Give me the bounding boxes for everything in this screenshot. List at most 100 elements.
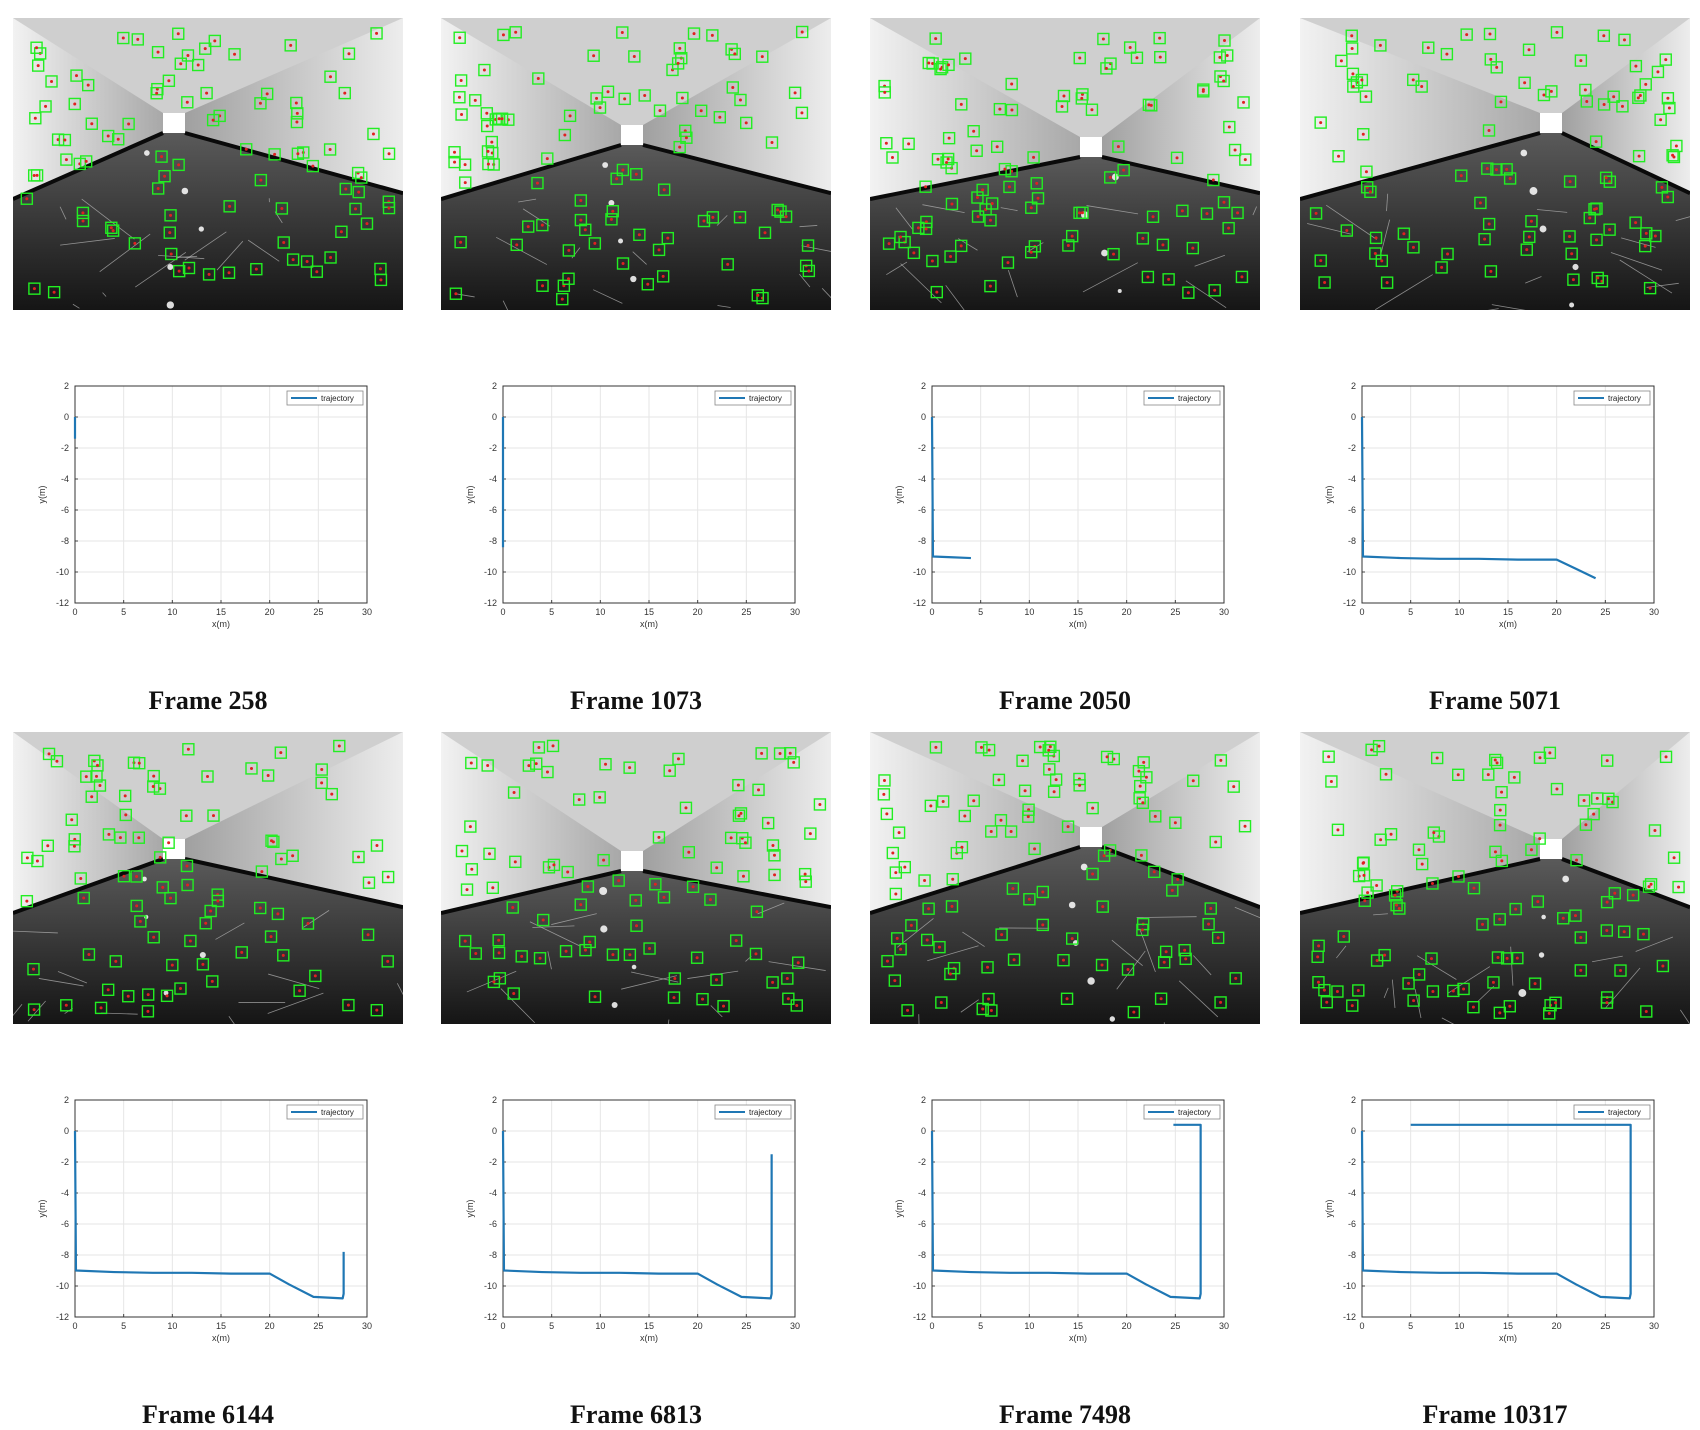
- y-tick-label: -6: [1348, 505, 1356, 515]
- light-reflection: [612, 1002, 618, 1008]
- corridor-image: [870, 18, 1260, 310]
- legend: trajectory: [1574, 391, 1650, 405]
- x-tick-label: 30: [362, 1321, 372, 1331]
- x-tick-label: 10: [1454, 607, 1464, 617]
- y-tick-label: -8: [489, 536, 497, 546]
- x-axis-label: x(m): [1069, 1333, 1087, 1343]
- trajectory-line: [75, 1131, 344, 1298]
- y-axis-label: y(m): [465, 1200, 475, 1218]
- x-tick-label: 0: [929, 607, 934, 617]
- y-tick-label: -4: [918, 1188, 926, 1198]
- y-tick-label: -8: [1348, 1250, 1356, 1260]
- x-tick-label: 5: [1408, 1321, 1413, 1331]
- x-tick-label: 0: [929, 1321, 934, 1331]
- panel-caption: Frame 258: [13, 686, 403, 716]
- y-axis-label: y(m): [894, 486, 904, 504]
- x-tick-label: 5: [978, 607, 983, 617]
- trajectory-line: [932, 417, 971, 558]
- legend-label: trajectory: [1178, 1108, 1211, 1117]
- x-tick-label: 30: [1219, 1321, 1229, 1331]
- x-tick-label: 25: [1600, 607, 1610, 617]
- y-tick-label: 2: [492, 1095, 497, 1105]
- y-tick-label: -8: [61, 1250, 69, 1260]
- x-tick-label: 0: [1359, 1321, 1364, 1331]
- corridor-image: [1300, 732, 1690, 1024]
- x-tick-label: 5: [121, 1321, 126, 1331]
- x-axis-label: x(m): [640, 1333, 658, 1343]
- x-tick-label: 15: [1073, 1321, 1083, 1331]
- y-tick-label: -2: [918, 1157, 926, 1167]
- y-tick-label: -4: [61, 474, 69, 484]
- y-axis-label: y(m): [894, 1200, 904, 1218]
- panel-caption: Frame 5071: [1300, 686, 1690, 716]
- y-tick-label: -4: [61, 1188, 69, 1198]
- x-tick-label: 0: [1359, 607, 1364, 617]
- y-tick-label: -12: [913, 598, 926, 608]
- y-axis-label: y(m): [465, 486, 475, 504]
- y-tick-label: -10: [913, 1281, 926, 1291]
- y-tick-label: -8: [918, 1250, 926, 1260]
- x-tick-label: 15: [216, 1321, 226, 1331]
- legend: trajectory: [715, 1105, 791, 1119]
- x-tick-label: 10: [595, 1321, 605, 1331]
- y-tick-label: -10: [1343, 1281, 1356, 1291]
- y-tick-label: -8: [1348, 536, 1356, 546]
- y-tick-label: 2: [64, 381, 69, 391]
- y-tick-label: -4: [1348, 1188, 1356, 1198]
- x-tick-label: 30: [1219, 607, 1229, 617]
- y-tick-label: -6: [489, 505, 497, 515]
- y-tick-label: -8: [918, 536, 926, 546]
- y-tick-label: -6: [918, 1219, 926, 1229]
- y-tick-label: -10: [1343, 567, 1356, 577]
- light-reflection: [144, 150, 150, 156]
- legend-label: trajectory: [321, 1108, 354, 1117]
- y-tick-label: -10: [484, 567, 497, 577]
- y-tick-label: -10: [913, 567, 926, 577]
- y-tick-label: 2: [1351, 1095, 1356, 1105]
- light-reflection: [200, 952, 206, 958]
- x-tick-label: 10: [1454, 1321, 1464, 1331]
- y-tick-label: -4: [489, 1188, 497, 1198]
- x-tick-label: 10: [1024, 1321, 1034, 1331]
- y-tick-label: 0: [64, 412, 69, 422]
- y-tick-label: -10: [484, 1281, 497, 1291]
- x-axis-label: x(m): [1069, 619, 1087, 629]
- y-tick-label: -6: [61, 1219, 69, 1229]
- x-tick-label: 30: [1649, 1321, 1659, 1331]
- x-tick-label: 25: [1600, 1321, 1610, 1331]
- trajectory-line: [932, 1125, 1201, 1299]
- y-tick-label: -12: [56, 1312, 69, 1322]
- y-tick-label: -6: [489, 1219, 497, 1229]
- x-tick-label: 25: [313, 607, 323, 617]
- light-reflection: [199, 226, 204, 231]
- y-tick-label: -4: [489, 474, 497, 484]
- legend: trajectory: [715, 391, 791, 405]
- x-tick-label: 15: [1503, 1321, 1513, 1331]
- corridor-end: [1080, 137, 1102, 157]
- x-tick-label: 30: [790, 607, 800, 617]
- corridor-end: [1080, 827, 1102, 847]
- light-reflection: [599, 887, 607, 895]
- x-axis-label: x(m): [1499, 619, 1517, 629]
- y-tick-label: 2: [492, 381, 497, 391]
- y-tick-label: -2: [918, 443, 926, 453]
- x-tick-label: 5: [121, 607, 126, 617]
- light-reflection: [167, 301, 174, 308]
- x-tick-label: 15: [644, 607, 654, 617]
- corridor-image: [1300, 18, 1690, 310]
- y-tick-label: 2: [921, 381, 926, 391]
- legend-label: trajectory: [749, 1108, 782, 1117]
- light-reflection: [182, 188, 189, 195]
- panel-caption: Frame 6813: [441, 1400, 831, 1430]
- light-reflection: [632, 965, 637, 970]
- x-axis-label: x(m): [1499, 1333, 1517, 1343]
- light-reflection: [1518, 989, 1526, 997]
